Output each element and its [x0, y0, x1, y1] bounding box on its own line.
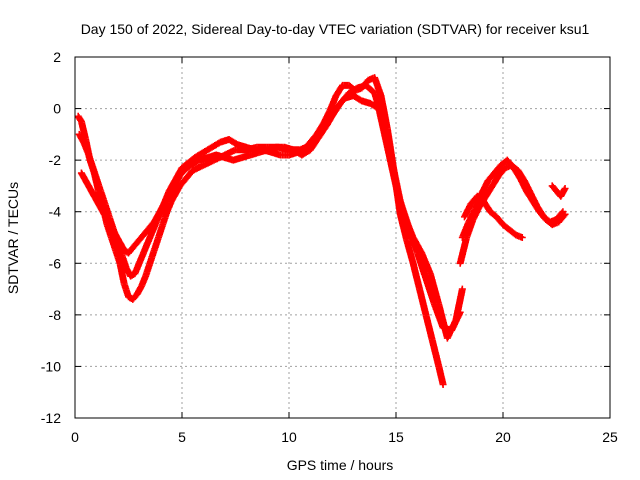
y-tick-label: 2	[53, 49, 61, 65]
data-point-run	[192, 149, 206, 161]
data-point-run	[366, 74, 377, 84]
data-point-run	[143, 225, 153, 235]
data-point-run	[307, 134, 322, 152]
x-tick-label: 15	[388, 429, 404, 445]
x-axis: 0 5 10 15 20 25	[71, 57, 618, 445]
data-point-run	[134, 235, 144, 245]
data-point-run	[209, 139, 223, 150]
data-point-run	[384, 145, 400, 188]
data-point-run	[554, 209, 566, 222]
data-point-run	[316, 121, 331, 140]
data-point-run	[549, 183, 559, 194]
data-point-run	[418, 250, 434, 276]
data-point-run	[489, 173, 502, 189]
data-point-run	[177, 168, 187, 178]
data-point-run	[324, 106, 339, 127]
data-point-run	[444, 318, 459, 341]
data-point-run	[554, 188, 564, 199]
y-tick-label: -8	[49, 307, 62, 323]
data-point-run	[201, 144, 214, 155]
data-point-run	[475, 193, 486, 204]
series-track-6	[460, 192, 526, 241]
data-point-run	[227, 136, 240, 148]
data-point-run	[138, 230, 149, 240]
data-point-run	[485, 170, 497, 183]
y-tick-label: -6	[49, 255, 62, 271]
data-point-run	[414, 251, 429, 281]
data-point-run	[492, 163, 504, 176]
chart-title: Day 150 of 2022, Sidereal Day-to-day VTE…	[81, 21, 590, 37]
data-point-run	[75, 114, 85, 124]
data-point-run	[375, 106, 391, 150]
data-point-run	[496, 165, 508, 178]
grid-lines	[75, 57, 610, 418]
plot-area-border	[74, 56, 611, 419]
data-point-run	[351, 93, 364, 104]
data-point-run	[186, 155, 198, 166]
data-point-run	[128, 271, 137, 279]
data-point	[458, 285, 466, 293]
data-point-run	[122, 247, 131, 256]
y-tick-label: -12	[41, 410, 61, 426]
data-point	[561, 185, 569, 193]
data-point-run	[363, 83, 377, 96]
data-point-run	[403, 238, 417, 266]
data-point-run	[130, 292, 140, 302]
y-tick-label: -2	[49, 152, 62, 168]
data-point-run	[183, 168, 196, 181]
x-tick-label: 10	[281, 429, 297, 445]
data-point-run	[511, 165, 523, 181]
data-point-run	[503, 162, 514, 171]
y-tick-label: -10	[41, 358, 61, 374]
data-point	[561, 210, 569, 218]
data-point-run	[537, 209, 549, 222]
series-track-5	[458, 156, 569, 241]
data-point-run	[427, 271, 442, 307]
series-track-7	[548, 182, 569, 200]
data-point-run	[550, 219, 561, 228]
data-point-run	[556, 212, 568, 225]
data-point-run	[126, 294, 135, 302]
data-point-run	[507, 227, 519, 238]
y-tick-label: 0	[53, 101, 61, 117]
data-point-run	[410, 235, 425, 256]
data-point-run	[333, 96, 348, 111]
x-tick-label: 25	[602, 429, 618, 445]
data-point-run	[147, 219, 157, 230]
data-point-run	[346, 85, 360, 96]
data-point	[439, 380, 447, 388]
data-point-run	[179, 160, 191, 171]
x-tick-label: 5	[178, 429, 186, 445]
data-point-run	[130, 240, 140, 250]
y-axis: -12 -10 -8 -6 -4 -2 0 2	[41, 49, 610, 426]
data-point-run	[401, 214, 416, 240]
data-point-run	[494, 214, 506, 227]
x-axis-label: GPS time / hours	[287, 457, 394, 473]
data-point-run	[181, 162, 193, 173]
data-point	[518, 234, 526, 241]
data-point-run	[513, 232, 525, 241]
x-tick-label: 20	[495, 429, 511, 445]
data-point-run	[188, 157, 202, 168]
data-point-run	[126, 245, 136, 256]
data-point-run	[392, 184, 408, 219]
data-point-run	[487, 209, 499, 220]
data-point-run	[423, 276, 438, 307]
data-point-run	[177, 176, 189, 189]
data-point-run	[500, 222, 512, 233]
data-points	[74, 74, 569, 388]
data-point-run	[504, 157, 517, 171]
data-point-run	[368, 100, 381, 112]
data-point-run	[371, 75, 384, 98]
data-point-run	[452, 287, 466, 322]
x-tick-label: 0	[71, 429, 79, 445]
data-point-run	[299, 147, 313, 158]
y-tick-label: -4	[49, 204, 62, 220]
series-track-3	[77, 92, 466, 342]
y-axis-label: SDTVAR / TECUs	[5, 182, 21, 294]
